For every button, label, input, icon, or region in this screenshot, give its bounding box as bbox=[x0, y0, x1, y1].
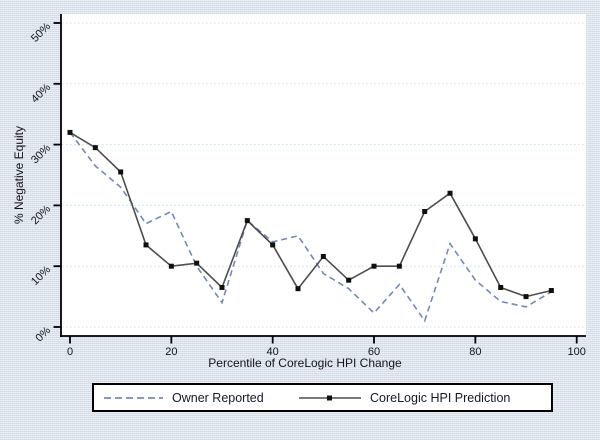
data-point-marker bbox=[320, 253, 326, 259]
plot-background bbox=[61, 14, 586, 336]
data-point-marker bbox=[244, 218, 250, 224]
x-tick-label: 0 bbox=[67, 346, 73, 358]
y-tick-label: 30% bbox=[29, 142, 53, 166]
data-point-marker bbox=[143, 242, 149, 248]
y-tick-label: 10% bbox=[29, 264, 53, 288]
data-point-marker bbox=[168, 263, 174, 269]
x-tick-label: 40 bbox=[267, 346, 279, 358]
legend-label-corelogic: CoreLogic HPI Prediction bbox=[370, 391, 510, 405]
legend-box bbox=[92, 383, 553, 412]
y-tick-label: 50% bbox=[29, 20, 53, 44]
data-point-marker bbox=[67, 129, 73, 135]
data-point-marker bbox=[548, 288, 554, 294]
data-point-marker bbox=[295, 286, 301, 292]
data-point-marker bbox=[194, 260, 200, 266]
legend-label-owner-reported: Owner Reported bbox=[172, 391, 264, 405]
y-tick-label: 0% bbox=[33, 324, 53, 344]
data-point-marker bbox=[447, 190, 453, 196]
data-point-marker bbox=[219, 284, 225, 290]
data-point-marker bbox=[92, 145, 98, 151]
x-tick-label: 60 bbox=[368, 346, 380, 358]
y-axis-title: % Negative Equity bbox=[12, 126, 26, 224]
data-point-marker bbox=[422, 208, 428, 214]
data-point-marker bbox=[118, 169, 124, 175]
y-tick-label: 40% bbox=[29, 81, 53, 105]
owner-reported-series bbox=[69, 131, 552, 323]
data-point-marker bbox=[396, 263, 402, 269]
x-tick-label: 100 bbox=[568, 346, 586, 358]
x-tick-label: 20 bbox=[165, 346, 177, 358]
data-point-marker bbox=[270, 242, 276, 248]
corelogic-marker-sample bbox=[327, 395, 332, 401]
x-axis-title: Percentile of CoreLogic HPI Change bbox=[208, 356, 402, 370]
data-point-marker bbox=[371, 263, 377, 269]
data-point-marker bbox=[498, 284, 504, 290]
x-tick-label: 80 bbox=[469, 346, 481, 358]
data-point-marker bbox=[523, 294, 529, 300]
data-point-marker bbox=[472, 236, 478, 242]
data-point-marker bbox=[346, 277, 352, 283]
corelogic-hpi-prediction-series bbox=[69, 131, 552, 298]
legend: Owner Reported CoreLogic HPI Prediction bbox=[92, 383, 553, 412]
y-tick-label: 20% bbox=[29, 203, 53, 227]
plot-area: 0% 10% 20% 30% 40% 50% 0 20 40 60 80 100 bbox=[29, 14, 586, 358]
